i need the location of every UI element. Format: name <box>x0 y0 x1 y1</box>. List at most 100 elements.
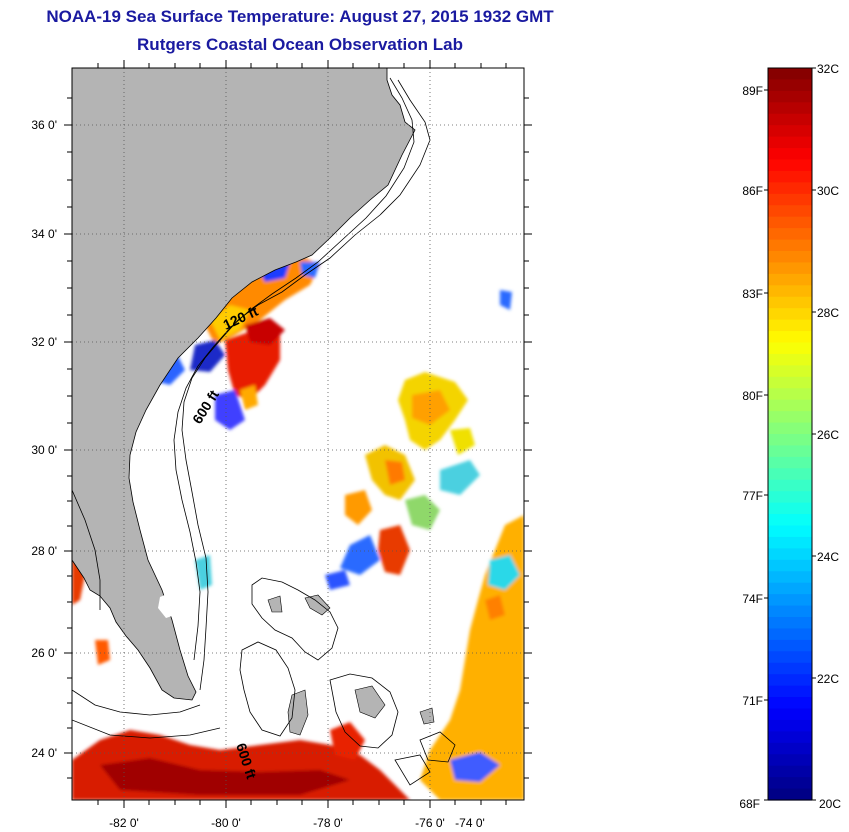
colorbar-band <box>768 674 812 687</box>
colorbar-band <box>768 296 812 309</box>
colorbar-band <box>768 319 812 332</box>
colorbar-band <box>768 708 812 721</box>
colorbar-band <box>768 228 812 241</box>
colorbar-band <box>768 536 812 549</box>
lon-label: -78 0' <box>313 816 343 830</box>
map-frame <box>64 60 532 808</box>
colorbar-band <box>768 388 812 401</box>
colorbar-band <box>768 273 812 286</box>
colorbar-band <box>768 445 812 458</box>
colorbar-band <box>768 468 812 481</box>
colorbar-band <box>768 719 812 732</box>
colorbar-band <box>768 251 812 264</box>
colorbar-band <box>768 491 812 504</box>
fahrenheit-label: 68F <box>739 797 760 811</box>
colorbar-band <box>768 639 812 652</box>
sst-patches <box>72 248 524 800</box>
colorbar-band <box>768 479 812 492</box>
colorbar-band <box>768 125 812 138</box>
colorbar-band <box>768 399 812 412</box>
fahrenheit-label: 77F <box>742 489 763 503</box>
colorbar-band <box>768 582 812 595</box>
colorbar-band <box>768 68 812 81</box>
colorbar-band <box>768 697 812 710</box>
colorbar-band <box>768 571 812 584</box>
lat-label: 26 0' <box>31 646 57 660</box>
lat-label: 30 0' <box>31 443 57 457</box>
fahrenheit-label: 86F <box>742 184 763 198</box>
colorbar-band <box>768 331 812 344</box>
bathymetry-contours <box>72 77 456 786</box>
lat-label: 24 0' <box>31 746 57 760</box>
colorbar-band <box>768 102 812 115</box>
lon-label: -80 0' <box>211 816 241 830</box>
colorbar-band <box>768 216 812 229</box>
land-bahamas <box>267 595 283 613</box>
lon-label: -74 0' <box>455 816 485 830</box>
colorbar-band <box>768 559 812 572</box>
colorbar-band <box>768 193 812 206</box>
lake-okeechobee <box>158 592 180 618</box>
colorbar-band <box>768 525 812 538</box>
map-title: NOAA-19 Sea Surface Temperature: August … <box>46 7 554 26</box>
colorbar-band <box>768 434 812 447</box>
colorbar-band <box>768 205 812 218</box>
celsius-label: 24C <box>817 550 839 564</box>
colorbar-band <box>768 182 812 195</box>
colorbar-band <box>768 113 812 126</box>
colorbar-band <box>768 148 812 161</box>
colorbar-band <box>768 456 812 469</box>
celsius-label: 32C <box>817 62 839 76</box>
colorbar-band <box>768 365 812 378</box>
colorbar-band <box>768 159 812 172</box>
celsius-label: 22C <box>817 672 839 686</box>
colorbar-band <box>768 605 812 618</box>
colorbar-band <box>768 617 812 630</box>
colorbar-band <box>768 353 812 366</box>
colorbar-band <box>768 788 812 801</box>
fahrenheit-label: 74F <box>742 592 763 606</box>
lat-label: 28 0' <box>31 544 57 558</box>
colorbar-band <box>768 765 812 778</box>
colorbar-band <box>768 777 812 790</box>
fahrenheit-label: 89F <box>742 84 763 98</box>
colorbar-band <box>768 502 812 515</box>
colorbar-band <box>768 79 812 92</box>
colorbar-band <box>768 754 812 767</box>
map-subtitle: Rutgers Coastal Ocean Observation Lab <box>137 35 463 54</box>
colorbar-band <box>768 376 812 389</box>
fahrenheit-label: 80F <box>742 389 763 403</box>
colorbar-band <box>768 239 812 252</box>
lat-label: 32 0' <box>31 335 57 349</box>
colorbar-band <box>768 285 812 298</box>
celsius-label: 30C <box>817 184 839 198</box>
colorbar-band <box>768 514 812 527</box>
colorbar-band <box>768 170 812 183</box>
colorbar-band <box>768 548 812 561</box>
fahrenheit-label: 83F <box>742 287 763 301</box>
temperature-colorbar <box>768 68 812 801</box>
celsius-label: 28C <box>817 306 839 320</box>
lon-label: -76 0' <box>415 816 445 830</box>
colorbar-band <box>768 628 812 641</box>
land-us-east-coast <box>72 68 416 701</box>
colorbar-band <box>768 685 812 698</box>
colorbar-band <box>768 342 812 355</box>
colorbar-band <box>768 308 812 321</box>
colorbar-band <box>768 411 812 424</box>
colorbar-band <box>768 662 812 675</box>
celsius-label: 26C <box>817 428 839 442</box>
colorbar-band <box>768 90 812 103</box>
colorbar-band <box>768 731 812 744</box>
colorbar-band <box>768 262 812 275</box>
colorbar-band <box>768 422 812 435</box>
colorbar-band <box>768 651 812 664</box>
colorbar-band <box>768 594 812 607</box>
lon-label: -82 0' <box>109 816 139 830</box>
celsius-label: 20C <box>819 797 841 811</box>
lat-label: 34 0' <box>31 227 57 241</box>
colorbar-band <box>768 136 812 149</box>
fahrenheit-label: 71F <box>742 694 763 708</box>
colorbar-band <box>768 742 812 755</box>
